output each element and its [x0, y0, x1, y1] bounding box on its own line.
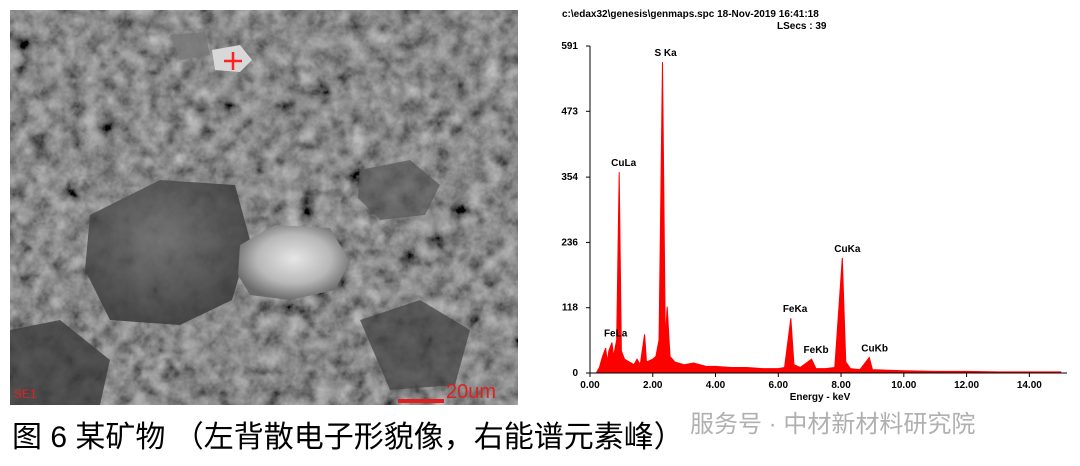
sem-image: SE1 20um	[10, 10, 518, 405]
x-tick-label: 4.00	[706, 380, 726, 391]
peak-label: CuKb	[861, 344, 888, 355]
particle	[170, 32, 210, 60]
scale-label: 20um	[446, 381, 496, 403]
particle	[85, 180, 250, 325]
y-tick-label: 236	[561, 237, 578, 248]
peak-label: S Ka	[654, 48, 677, 59]
peak-label: CuLa	[611, 158, 636, 169]
y-tick-label: 473	[561, 106, 578, 117]
x-tick-label: 8.00	[831, 380, 851, 391]
x-tick-label: 6.00	[769, 380, 789, 391]
caption: 图 6 某矿物 （左背散电子形貌像，右能谱元素峰）	[12, 421, 684, 454]
particle	[360, 300, 470, 390]
x-tick-label: 14.00	[1017, 380, 1042, 391]
watermark: 服务号 · 中材新材料研究院	[690, 411, 975, 438]
y-tick-label: 118	[562, 303, 579, 314]
x-tick-label: 0.00	[580, 380, 600, 391]
detector-label: SE1	[14, 387, 37, 401]
spectrum-area	[595, 62, 1062, 374]
x-tick-label: 2.00	[643, 380, 663, 391]
chart-subheader: LSecs : 39	[777, 21, 827, 32]
y-tick-label: 0	[572, 368, 578, 379]
x-tick-label: 10.00	[891, 380, 916, 391]
y-tick-label: 591	[561, 41, 578, 52]
y-tick-label: 354	[561, 172, 578, 183]
particle	[10, 320, 110, 405]
peak-label: FeLa	[604, 329, 628, 340]
chart-header: c:\edax32\genesis\genmaps.spc 18-Nov-201…	[562, 9, 819, 20]
spectrum-chart: c:\edax32\genesis\genmaps.spc 18-Nov-201…	[561, 9, 1067, 403]
x-tick-label: 12.00	[954, 380, 979, 391]
bright-particle	[238, 225, 350, 300]
x-axis-label: Energy - keV	[790, 392, 851, 403]
peak-label: FeKb	[804, 345, 829, 356]
peak-label: CuKa	[834, 244, 861, 255]
peak-label: FeKa	[783, 304, 808, 315]
particle	[358, 160, 440, 220]
